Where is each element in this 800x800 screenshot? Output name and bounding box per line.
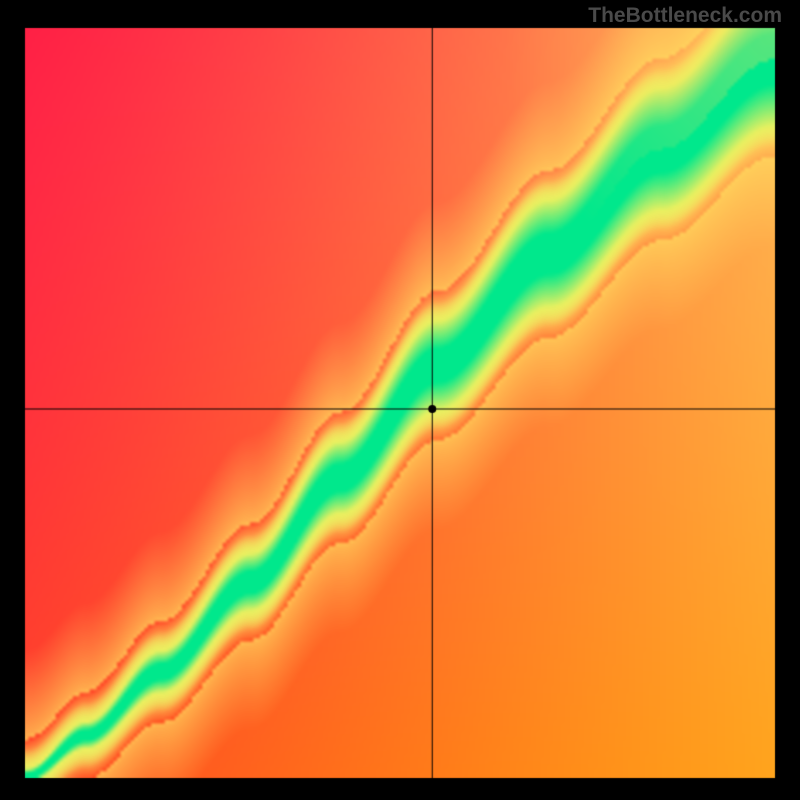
chart-container: TheBottleneck.com [0,0,800,800]
bottleneck-heatmap-canvas [0,0,800,800]
watermark-text: TheBottleneck.com [588,4,782,28]
